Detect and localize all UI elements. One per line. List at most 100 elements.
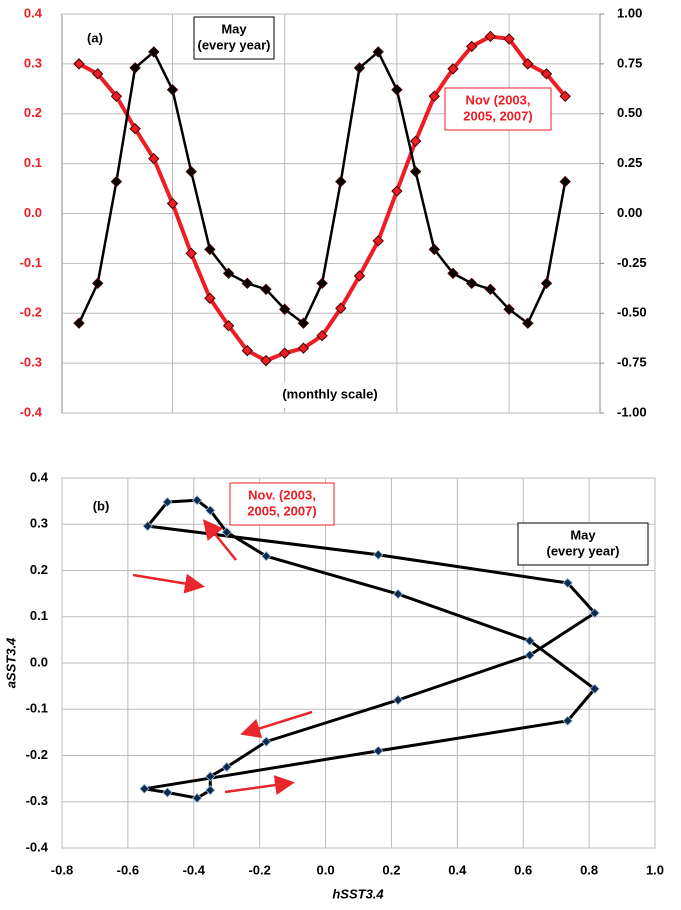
marker [260,283,272,296]
y-tick-label: -0.3 [26,793,48,808]
y-tick-label: 0.0 [30,654,48,669]
panel-label-box [82,494,120,518]
marker [372,46,384,58]
x-axis-label: hSST3.4 [332,886,384,901]
y-tick-label: -0.4 [20,404,43,419]
annotation: (monthly scale) [282,386,377,401]
marker [589,607,600,619]
marker [392,694,404,706]
marker [465,40,478,53]
annotation: (every year) [547,543,620,558]
marker [559,90,571,103]
y-tick-label: 0.2 [24,105,42,120]
y2-tick-label: -0.25 [617,255,647,270]
marker [522,317,534,329]
x-tick-label: 0.0 [317,862,335,877]
panel-label: (a) [87,30,103,45]
annotation: May [570,527,596,542]
marker [185,165,197,178]
marker [409,165,422,178]
marker [73,58,85,70]
marker [540,277,553,290]
marker [221,527,232,538]
marker [148,152,160,165]
marker [204,243,216,256]
marker [166,197,179,210]
annotation-box [444,87,552,131]
marker [260,354,272,367]
annotation: May [221,21,247,36]
annotation-box [517,522,649,566]
y-tick-label: -0.2 [26,747,48,762]
marker [559,175,571,188]
marker [392,589,404,600]
marker [278,303,291,315]
marker [562,577,573,589]
marker [261,736,272,747]
y-tick-label: -0.1 [20,255,42,270]
marker [73,317,85,329]
marker [524,650,535,661]
marker [447,267,459,280]
marker [91,68,104,80]
marker [129,123,141,135]
marker [409,135,422,147]
marker [222,320,235,332]
x-tick-label: -0.4 [183,862,206,877]
arrows [132,519,313,795]
marker [465,277,478,290]
marker [372,235,384,247]
y2-tick-label: -0.75 [617,355,647,370]
marker [91,277,104,290]
marker [261,551,272,562]
marker [335,175,347,188]
marker [503,33,515,45]
y-tick-label: -0.2 [20,305,42,320]
x-tick-label: -0.6 [117,862,139,877]
marker [540,68,553,80]
annotation: 2005, 2007) [463,108,532,123]
marker [139,783,150,794]
marker [241,277,254,290]
marker [221,761,232,773]
annotation-box [229,482,335,526]
y-tick-label: 0.1 [30,608,48,623]
y2-tick-label: -1.00 [617,404,647,419]
annotation: 2005, 2007) [247,503,316,518]
marker [391,185,403,197]
x-tick-label: 0.4 [448,862,467,877]
marker [205,771,216,782]
marker [205,785,216,796]
marker [428,90,441,103]
y-tick-label: 0.3 [24,55,42,70]
marker [205,505,216,516]
marker [522,58,534,70]
marker [278,347,291,359]
y2-tick-label: 0.75 [617,55,642,70]
marker [373,745,384,756]
marker [297,342,310,354]
annotation: Nov (2003, [465,92,530,107]
marker [110,175,123,188]
marker [484,283,497,296]
y2-tick-label: 0.50 [617,105,642,120]
y-tick-label: -0.3 [20,355,42,370]
y-tick-label: 0.4 [30,469,49,484]
y-tick-label: 0.0 [24,205,42,220]
x-tick-label: -0.2 [248,862,270,877]
marker [110,90,123,103]
marker [162,787,173,798]
annotation: (every year) [198,37,271,52]
x-tick-label: -0.8 [51,862,73,877]
annotation-bg [270,382,390,408]
y-tick-label: -0.1 [26,701,48,716]
marker [484,30,497,43]
marker [562,715,573,726]
y-axis-label: aSST3.4 [3,637,18,688]
marker [297,317,310,329]
y2-tick-label: 0.00 [617,205,642,220]
panel-label-box [76,26,114,50]
trajectory [142,498,597,800]
annotation-box [193,16,275,60]
marker [503,303,515,315]
